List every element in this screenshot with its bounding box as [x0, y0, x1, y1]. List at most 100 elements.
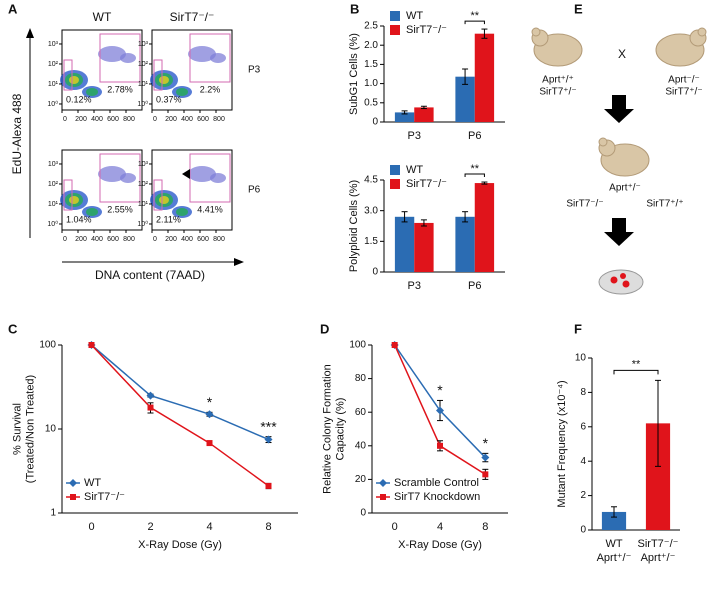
annotation: **: [470, 10, 479, 22]
genotype: SirT7⁺/⁻: [665, 87, 702, 98]
cross: X: [618, 47, 626, 61]
x-axis-label: X-Ray Dose (Gy): [398, 539, 482, 551]
gate: [99, 33, 141, 83]
marker: [482, 471, 489, 478]
marker-arrow: [182, 169, 190, 179]
density-blob: [210, 173, 226, 183]
bar: [394, 112, 415, 122]
gate: [63, 179, 73, 211]
marker: [88, 342, 95, 348]
x-tick-label: P3: [408, 130, 421, 142]
annotation: *: [207, 394, 213, 410]
x-tick-label: 0: [153, 236, 157, 243]
x-tick-label: 200: [75, 116, 87, 123]
annotation: ***: [260, 418, 277, 434]
y-tick-label: 3.0: [364, 205, 378, 216]
density-blob: [159, 76, 169, 84]
gate-label: 2.2%: [200, 84, 221, 94]
legend-swatch: [390, 11, 400, 21]
density-blob: [98, 166, 126, 182]
legend-label: WT: [84, 477, 101, 489]
significance-bracket: [464, 173, 485, 178]
arrow-head: [26, 28, 34, 38]
y-tick-label: 100: [349, 340, 366, 351]
x-tick-label: 400: [91, 236, 103, 243]
x-tick-label: 200: [165, 116, 177, 123]
x-tick-label: 4: [206, 521, 212, 533]
x-axis-label: DNA content (7AAD): [95, 268, 205, 282]
density-blob: [86, 208, 98, 216]
legend-label: WT: [406, 10, 423, 22]
y-axis-label: % Survival: [11, 403, 23, 455]
row-label: P6: [248, 185, 261, 196]
bar: [474, 183, 495, 272]
legend-marker: [379, 479, 387, 487]
y-tick-label: 10¹: [138, 81, 149, 88]
x-tick-label: 400: [91, 116, 103, 123]
x-tick-label: 600: [197, 116, 209, 123]
x-tick-label: 0: [153, 116, 157, 123]
genotype: Aprt⁺/⁺: [542, 75, 574, 86]
legend-label: SirT7⁻/⁻: [406, 24, 447, 36]
y-tick-label: 1: [50, 508, 56, 519]
panel-label: C: [8, 321, 18, 336]
x-tick-sublabel: Aprt⁺/⁻: [641, 552, 676, 564]
marker: [391, 342, 398, 348]
y-tick-label: 80: [355, 373, 367, 384]
gate-label: 2.55%: [107, 204, 133, 214]
legend-label: SirT7⁻/⁻: [406, 178, 447, 190]
y-tick-label: 10⁰: [137, 220, 148, 228]
row-label: P3: [248, 65, 261, 76]
y-tick-label: 2.5: [364, 21, 378, 32]
panel-label: E: [574, 1, 583, 16]
y-tick-label: 0: [372, 267, 378, 278]
marker: [437, 442, 443, 449]
dish-icon: [598, 269, 644, 295]
x-tick-label: SirT7⁻/⁻: [638, 538, 679, 550]
panel-label: B: [350, 1, 359, 16]
y-tick-label: 0: [580, 525, 586, 536]
x-tick-label: P6: [468, 130, 481, 142]
y-tick-label: 100: [39, 340, 56, 351]
density-blob: [86, 88, 98, 96]
y-tick-label: 10²: [138, 181, 149, 188]
x-tick-label: P6: [468, 280, 481, 292]
legend-marker: [70, 494, 76, 500]
density-blob: [188, 46, 216, 62]
y-tick-label: 10¹: [48, 81, 59, 88]
x-tick-label: 0: [88, 521, 94, 533]
bar: [414, 107, 434, 122]
y-tick-label: 10⁰: [137, 100, 148, 108]
x-tick-label: 0: [63, 236, 67, 243]
y-tick-label: 0.5: [364, 97, 378, 108]
y-tick-label: 10: [575, 353, 587, 364]
bar: [474, 33, 495, 122]
significance-bracket: [464, 20, 485, 25]
y-axis-label: Polyploid Cells (%): [348, 180, 360, 272]
y-tick-label: 0: [372, 117, 378, 128]
y-axis-label: SubG1 Cells (%): [348, 33, 360, 115]
marker: [205, 410, 214, 419]
legend-label: SirT7 Knockdown: [394, 491, 480, 503]
genotype: SirT7⁺/⁺: [646, 199, 683, 210]
x-tick-label: WT: [605, 538, 622, 550]
y-tick-label: 10¹: [138, 201, 149, 208]
annotation: *: [437, 382, 443, 398]
y-tick-label: 10²: [48, 61, 59, 68]
bar: [601, 511, 627, 530]
plot-frame: [151, 29, 233, 111]
y-tick-label: 60: [355, 407, 367, 418]
x-tick-label: 800: [123, 116, 135, 123]
y-tick-label: 1.0: [364, 78, 378, 89]
gate-label: 4.41%: [197, 204, 223, 214]
bar: [394, 216, 415, 272]
y-tick-label: 10⁰: [47, 100, 58, 108]
panel-label: D: [320, 321, 329, 336]
y-tick-label: 8: [580, 387, 586, 398]
genotype: SirT7⁻/⁻: [566, 199, 603, 210]
x-tick-label: 4: [437, 521, 443, 533]
x-tick-label: 800: [213, 116, 225, 123]
legend-marker: [69, 479, 77, 487]
annotation: **: [632, 358, 641, 370]
marker: [264, 435, 273, 444]
